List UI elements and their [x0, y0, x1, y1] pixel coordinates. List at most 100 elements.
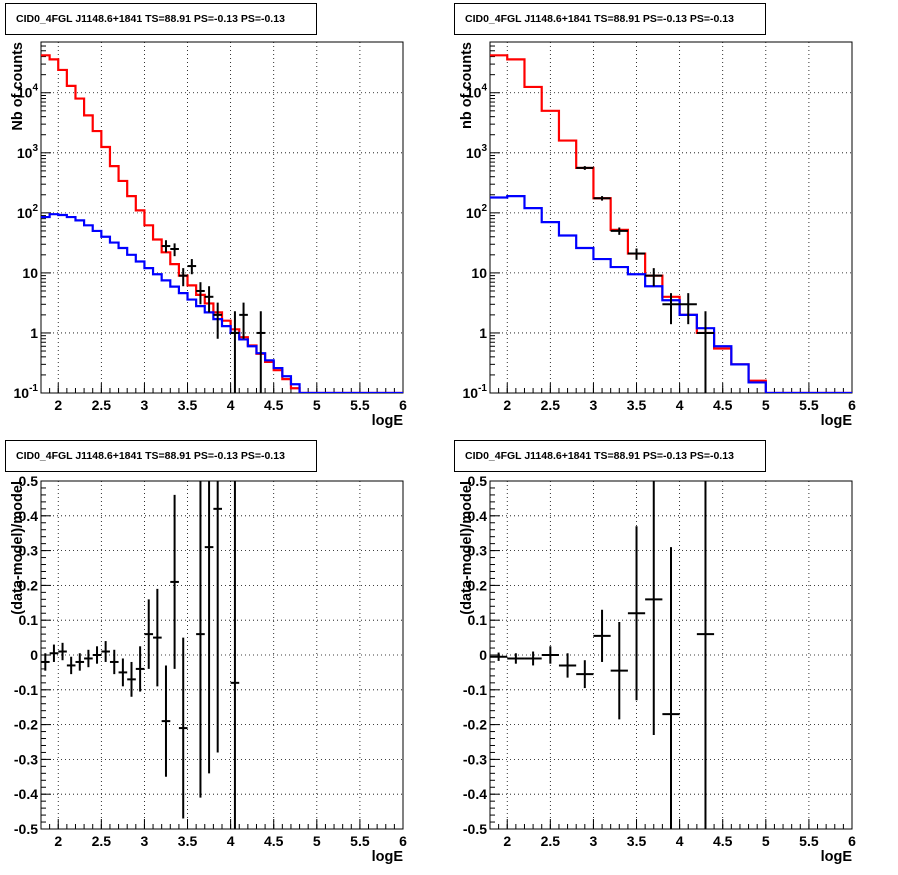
y-tick-label: 104: [466, 83, 488, 101]
x-axis-title: logE: [821, 413, 853, 429]
y-tick-label: 0.2: [468, 577, 488, 593]
spectrum-plot-right-svg: 2 2.5 3 3.5 4 4.5 5 5.5 610-1110102103104logEnb …: [459, 41, 856, 429]
model-total-histogram: [490, 54, 852, 393]
y-tick-label: 1: [30, 325, 38, 341]
y-tick-label: 0.3: [19, 543, 39, 559]
y-axis-title: Nb of counts: [10, 42, 26, 131]
y-tick-label: 0.3: [468, 543, 488, 559]
x-axis-title: logE: [372, 413, 404, 429]
y-tick-label: -0.2: [463, 717, 487, 733]
y-tick-label: 104: [17, 83, 39, 101]
x-tick-label: 3: [141, 397, 149, 413]
spectrum-plot-left-svg: 2 2.5 3 3.5 4 4.5 5 5.5 610-1110102103104logENb …: [10, 41, 407, 429]
y-tick-label: 0.5: [19, 473, 39, 489]
y-tick-label: -0.1: [463, 682, 487, 698]
y-tick-exponent: 4: [481, 83, 487, 94]
plot-area: [490, 54, 852, 393]
y-tick-label: 103: [466, 143, 488, 161]
spectrum-plot-left-title: CID0_4FGL J1148.6+1841 TS=88.91 PS=-0.13…: [5, 3, 317, 35]
x-tick-label: 3.5: [627, 833, 647, 849]
x-tick-label: 4.5: [713, 397, 733, 413]
x-tick-label: 4: [676, 397, 684, 413]
x-tick-label: 2: [503, 833, 511, 849]
y-tick-label: 0: [479, 647, 487, 663]
y-tick-label: 103: [17, 143, 39, 161]
y-tick-base: 10: [466, 145, 482, 161]
y-tick-base: 10: [17, 85, 33, 101]
x-tick-label: 4.5: [264, 833, 284, 849]
plot-area: [41, 54, 403, 393]
y-tick-label: 10: [22, 265, 38, 281]
x-tick-label: 5.5: [350, 397, 370, 413]
y-tick-label: 0.4: [468, 508, 488, 524]
x-tick-label: 5: [762, 397, 770, 413]
y-tick-exponent: -1: [29, 383, 38, 394]
y-tick-label: -0.4: [14, 786, 38, 802]
y-tick-label: 102: [17, 203, 39, 221]
x-tick-label: 2: [54, 397, 62, 413]
x-tick-label: 4: [227, 833, 235, 849]
y-tick-exponent: 2: [32, 203, 38, 214]
y-tick-label: -0.5: [14, 821, 38, 837]
x-tick-label: 6: [399, 397, 407, 413]
residual-plot-left-svg: 2 2.5 3 3.5 4 4.5 5 5.5 6 -0.5 -0.4 -0.3 -0.2 -0.1 0 0.…: [10, 473, 407, 865]
y-tick-label: 10: [471, 265, 487, 281]
spectrum-plot-right-title: CID0_4FGL J1148.6+1841 TS=88.91 PS=-0.13…: [454, 3, 766, 35]
x-tick-label: 3: [590, 397, 598, 413]
y-tick-label: 1: [479, 325, 487, 341]
x-tick-label: 6: [848, 397, 856, 413]
residual-plot-left: 2 2.5 3 3.5 4 4.5 5 5.5 6 -0.5 -0.4 -0.3 -0.2 -0.1 0 0.…: [0, 437, 449, 875]
y-tick-label: 0.1: [19, 612, 39, 628]
y-tick-label: 0.2: [19, 577, 39, 593]
x-tick-label: 2.5: [541, 833, 561, 849]
spectrum-plot-right: 2 2.5 3 3.5 4 4.5 5 5.5 6 10-1 1 10 102 103 104 logE nb …: [449, 0, 898, 437]
y-tick-base: 10: [463, 385, 479, 401]
x-tick-label: 5.5: [350, 833, 370, 849]
y-tick-label: -0.2: [14, 717, 38, 733]
y-tick-exponent: 4: [32, 83, 38, 94]
y-tick-exponent: -1: [478, 383, 487, 394]
x-tick-label: 2: [503, 397, 511, 413]
y-axis-title: (data-model)/model: [459, 481, 475, 615]
x-tick-label: 2.5: [92, 397, 112, 413]
residual-plot-right-title: CID0_4FGL J1148.6+1841 TS=88.91 PS=-0.13…: [454, 440, 766, 472]
residual-plot-right: 2 2.5 3 3.5 4 4.5 5 5.5 6 -0.5 -0.4 -0.3 -0.2 -0.1 0 0.…: [449, 437, 898, 875]
x-tick-label: 5.5: [799, 397, 819, 413]
y-tick-label: 10-1: [463, 383, 488, 401]
y-axis-title: nb of counts: [459, 42, 475, 129]
y-tick-base: 10: [17, 145, 33, 161]
x-tick-label: 6: [399, 833, 407, 849]
x-tick-label: 4: [227, 397, 235, 413]
y-tick-label: 0: [30, 647, 38, 663]
y-tick-label: 10-1: [14, 383, 39, 401]
plot-area: [41, 481, 240, 829]
spectrum-plot-left: 2 2.5 3 3.5 4 4.5 5 5.5 6 10-1 1 10 102 103 104 logE Nb …: [0, 0, 449, 437]
y-tick-label: -0.5: [463, 821, 487, 837]
x-tick-label: 6: [848, 833, 856, 849]
y-tick-base: 10: [14, 385, 30, 401]
residual-plot-right-svg: 2 2.5 3 3.5 4 4.5 5 5.5 6 -0.5 -0.4 -0.3 -0.2 -0.1 0 0.…: [459, 473, 856, 865]
x-tick-label: 4.5: [264, 397, 284, 413]
x-tick-label: 2.5: [541, 397, 561, 413]
y-tick-exponent: 3: [32, 143, 38, 154]
x-tick-label: 5: [762, 833, 770, 849]
x-tick-label: 4: [676, 833, 684, 849]
y-tick-base: 10: [466, 85, 482, 101]
plot-frame: [489, 41, 853, 394]
y-tick-label: 0.4: [19, 508, 39, 524]
x-tick-label: 3: [590, 833, 598, 849]
x-tick-label: 3.5: [178, 833, 198, 849]
x-tick-label: 5: [313, 833, 321, 849]
x-tick-label: 4.5: [713, 833, 733, 849]
x-tick-label: 3.5: [178, 397, 198, 413]
y-tick-label: -0.4: [463, 786, 487, 802]
y-axis-title: (data-model)/model: [10, 481, 26, 615]
y-tick-label: -0.3: [463, 751, 487, 767]
x-tick-label: 2.5: [92, 833, 112, 849]
plot-area: [490, 481, 715, 829]
x-tick-label: 5: [313, 397, 321, 413]
model-total-histogram: [41, 54, 403, 393]
y-tick-exponent: 2: [481, 203, 487, 214]
x-tick-label: 5.5: [799, 833, 819, 849]
y-tick-exponent: 3: [481, 143, 487, 154]
